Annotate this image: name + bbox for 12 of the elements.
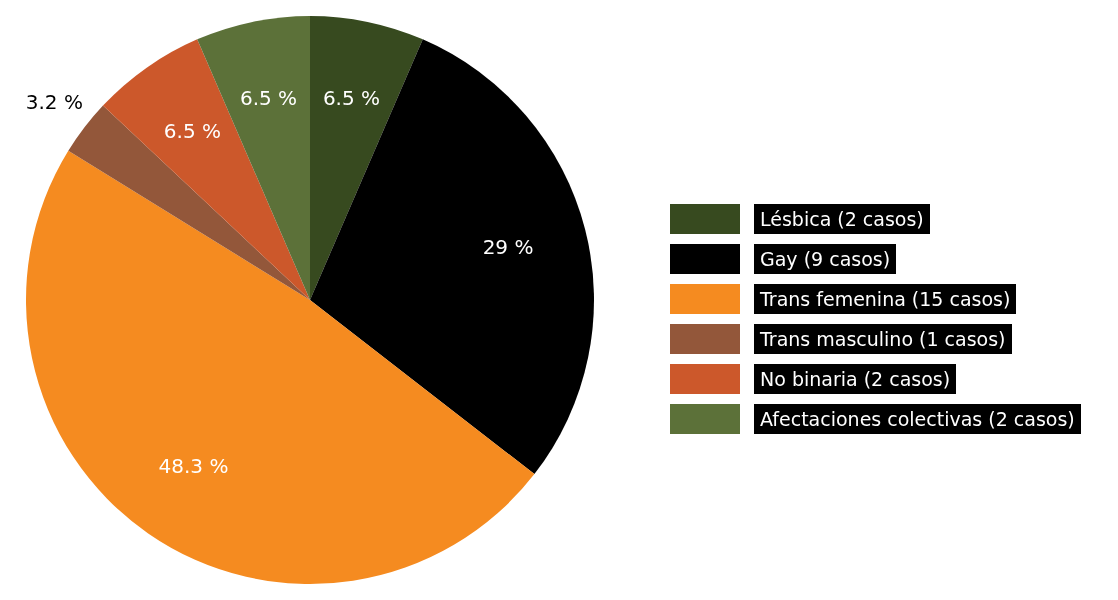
legend-label: No binaria (2 casos) [754,364,957,394]
data-label: 29 % [482,235,534,260]
legend-label: Trans masculino (1 casos) [754,324,1012,354]
data-label: 6.5 % [239,85,298,110]
legend-label: Lésbica (2 casos) [754,204,930,234]
data-label: 6.5 % [322,85,381,110]
legend-label: Trans femenina (15 casos) [754,284,1017,314]
legend-label: Gay (9 casos) [754,244,897,274]
data-label: 48.3 % [158,454,229,479]
legend-label: Afectaciones colectivas (2 casos) [754,404,1081,434]
data-label: 3.2 % [25,90,83,115]
data-label: 6.5 % [163,118,222,143]
